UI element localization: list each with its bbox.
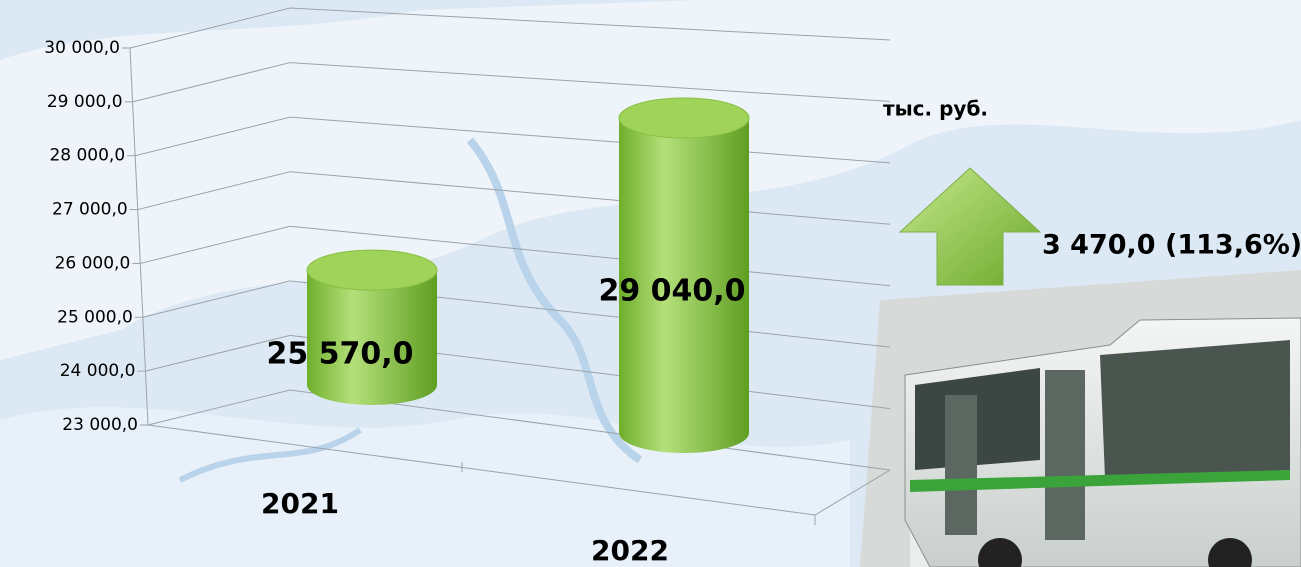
y-tick-label: 25 000,0	[57, 307, 133, 327]
x-tick-label: 2022	[591, 534, 669, 567]
chart: 23 000,0 24 000,0 25 000,0 26 000,0 27 000,0…	[0, 0, 1301, 567]
data-label: 25 570,0	[266, 337, 413, 372]
bar-top	[307, 250, 437, 290]
y-tick-label: 26 000,0	[55, 253, 131, 273]
y-tick-label: 28 000,0	[49, 146, 125, 166]
y-tick-label: 29 000,0	[47, 92, 123, 112]
bar-top	[619, 98, 749, 138]
y-tick-label: 23 000,0	[62, 415, 138, 435]
x-tick-label: 2021	[261, 487, 339, 520]
data-label: 29 040,0	[598, 274, 745, 309]
annotation: 3 470,0 (113,6%)	[1042, 230, 1301, 261]
y-tick-label: 24 000,0	[60, 361, 136, 381]
y-tick-label: 27 000,0	[52, 200, 128, 220]
unit-label: тыс. руб.	[883, 97, 988, 121]
bus-photo	[860, 270, 1301, 567]
y-tick-label: 30 000,0	[44, 38, 120, 58]
